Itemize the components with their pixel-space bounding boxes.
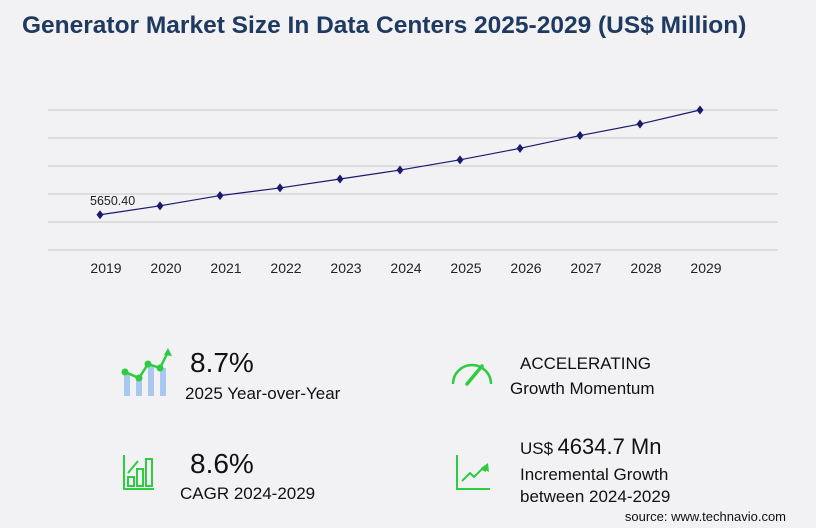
speedometer-icon	[451, 363, 493, 386]
x-tick-label: 2029	[690, 260, 721, 276]
data-point-2024	[396, 165, 404, 175]
growth-line-icon	[456, 455, 490, 490]
source-credit: source: www.technavio.com	[624, 509, 786, 524]
bar-trend-icon	[121, 348, 172, 396]
yoy-label: 2025 Year-over-Year	[185, 384, 341, 403]
currency-prefix: US$	[520, 439, 554, 458]
data-point-2029	[696, 105, 704, 115]
x-tick-label: 2020	[150, 260, 181, 276]
data-point-2026	[516, 143, 524, 153]
x-tick-label: 2021	[210, 260, 241, 276]
x-tick-label: 2019	[90, 260, 121, 276]
incremental-label-1: Incremental Growth	[520, 465, 669, 484]
chart-title: Generator Market Size In Data Centers 20…	[22, 12, 747, 39]
momentum-label: Growth Momentum	[510, 379, 655, 398]
bar-chart-growth-icon	[123, 455, 154, 490]
x-tick-label: 2024	[390, 260, 421, 276]
cagr-label: CAGR 2024-2029	[180, 484, 316, 503]
incremental-amount: 4634.7 Mn	[557, 434, 662, 459]
data-point-2019	[96, 210, 104, 220]
data-point-2021	[216, 191, 224, 201]
series-line	[99, 109, 701, 216]
data-point-2023	[336, 174, 344, 184]
yoy-value: 8.7%	[190, 347, 254, 378]
x-tick-label: 2025	[450, 260, 481, 276]
incremental-value: US$ 4634.7 Mn	[520, 434, 662, 460]
x-tick-label: 2026	[510, 260, 541, 276]
data-label: 5650.40	[90, 194, 135, 208]
data-point-2025	[456, 155, 464, 165]
x-tick-label: 2022	[270, 260, 301, 276]
x-tick-label: 2028	[630, 260, 661, 276]
line-chart: 2019 2020 2021 2022 2023 2024 2025 2026 2027 2028…	[48, 105, 778, 276]
data-point-2028	[636, 119, 644, 129]
incremental-label-2: between 2024-2029	[520, 487, 671, 506]
data-point-2022	[276, 183, 284, 193]
data-point-2027	[576, 131, 584, 141]
cagr-value: 8.6%	[190, 448, 254, 479]
x-tick-label: 2027	[570, 260, 601, 276]
momentum-value: ACCELERATING	[520, 354, 651, 373]
x-tick-label: 2023	[330, 260, 361, 276]
data-point-2020	[156, 201, 164, 211]
